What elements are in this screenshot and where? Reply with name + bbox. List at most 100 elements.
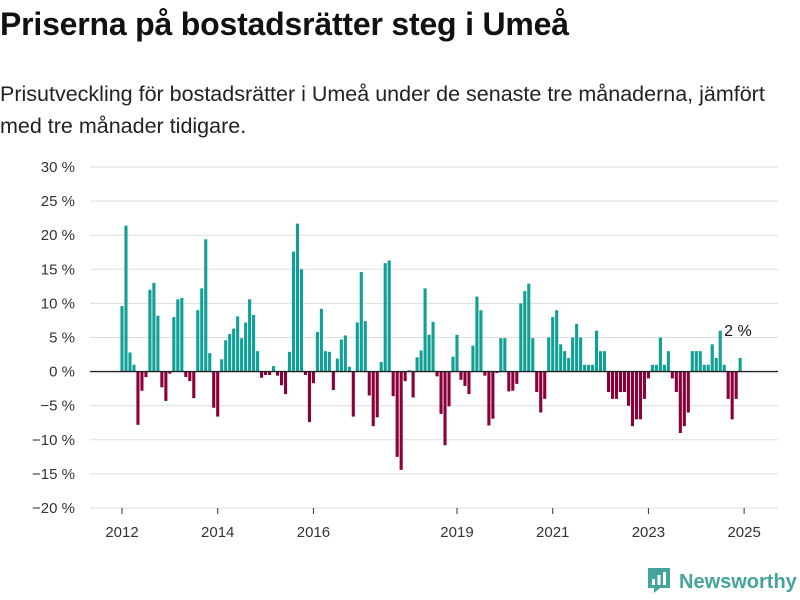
bar [323,351,327,372]
bar [331,371,335,391]
bar [491,371,495,419]
bar [279,371,284,386]
bar [471,345,475,372]
bar [487,371,491,426]
bar [714,357,718,372]
bar [224,340,228,372]
bar [694,351,698,372]
bar [662,364,666,372]
x-tick-label: 2019 [440,524,473,541]
bar [515,371,519,384]
bar [391,371,395,397]
x-tick-label: 2016 [297,524,330,541]
bar [499,338,503,372]
bar [559,344,563,372]
y-tick-label: −20 % [32,500,75,517]
bar [599,351,603,372]
chart-title: Priserna på bostadsrätter steg i Umeå [0,6,569,42]
bar [579,337,583,372]
bar [726,371,730,399]
last-value-annotation: 2 % [724,323,752,340]
newsworthy-brand: Newsworthy [646,566,797,598]
y-tick-label: 10 % [41,295,75,312]
bar [132,364,136,372]
bar [626,371,631,406]
bar [252,314,256,372]
y-tick-label: 30 % [41,159,75,176]
x-tick-label: 2012 [105,524,138,541]
bar [511,371,515,391]
bar [339,339,343,372]
bar-chart: 30 % 25 % 20 % 15 % 10 % 5 % 0 % −5 % −10 % −15 %… [32,159,778,541]
bar [706,364,710,372]
bar [618,371,623,393]
bar [567,357,571,372]
bar [690,351,694,372]
bar [287,351,292,372]
bar [228,334,232,372]
bar [212,371,216,408]
x-tick-label: 2021 [536,524,569,541]
bar [240,338,244,372]
bar [315,332,319,372]
bar [200,288,204,372]
bar [355,322,359,372]
bar [539,371,543,413]
bar [375,371,379,418]
bar [176,299,180,372]
bar [152,282,156,372]
bar [271,366,276,372]
bar [710,344,714,372]
bar [120,306,124,372]
x-tick-label: 2014 [201,524,234,541]
bar [606,371,611,393]
y-tick-label: −15 % [32,466,75,483]
bar [236,316,240,372]
bar [275,371,280,376]
x-axis-ticks: 2012 2014 2016 2019 2021 2023 2025 [105,508,761,541]
y-tick-label: 20 % [41,227,75,244]
bar [160,371,164,388]
bar [196,310,200,372]
bar [140,371,144,391]
bar [208,353,212,372]
bar [698,351,702,372]
chart-subtitle: Prisutveckling för bostadsrätter i Umeå … [0,82,765,138]
bar [172,317,176,372]
bar [311,371,315,384]
bar [523,291,527,372]
bar [383,263,387,372]
bar [148,289,152,372]
bar [319,308,323,372]
bar [531,338,535,372]
bar [463,371,467,386]
bar [156,315,160,372]
bar [216,371,220,417]
bar [642,371,646,399]
bar [730,371,734,420]
bar [583,364,587,372]
bar [220,359,224,372]
bar [443,371,447,446]
bar [535,371,539,393]
bar [555,310,559,372]
bar [192,371,196,399]
bar [180,297,184,372]
bar [439,371,443,414]
bar [283,371,288,395]
bar [347,366,351,372]
bar [591,364,595,372]
bar [128,352,132,372]
bar [646,371,650,379]
bar [343,335,347,372]
bar [335,358,339,372]
bar [367,371,371,396]
bar [351,371,355,417]
bar [674,371,678,393]
bar [447,371,451,407]
bar [467,371,471,395]
gridlines [90,166,778,509]
bar [435,371,439,377]
bar [403,371,407,382]
bar [610,371,615,399]
